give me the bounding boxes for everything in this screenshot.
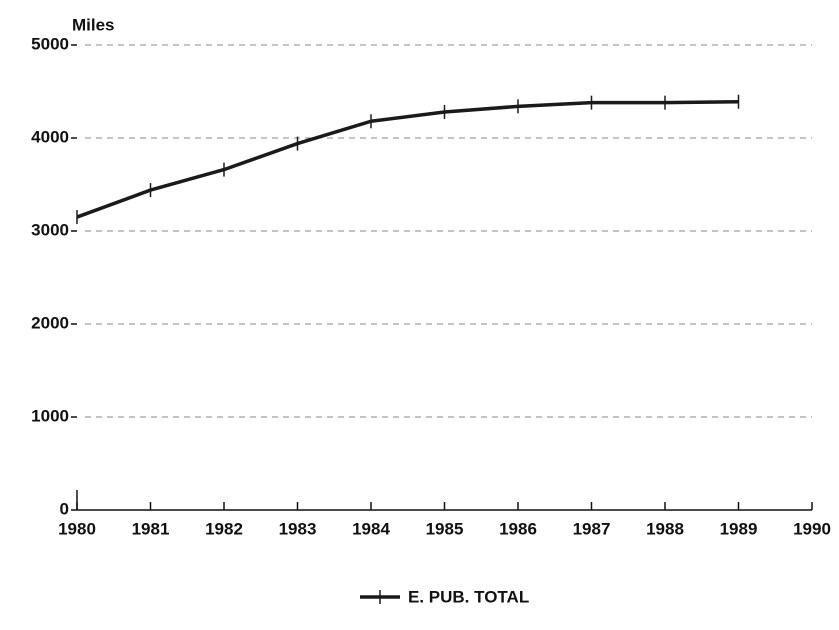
- data-line: [76, 99, 739, 219]
- legend-label: E. PUB. TOTAL: [408, 587, 529, 606]
- x-tick-label: 1980: [58, 519, 96, 538]
- x-tick-label: 1981: [132, 519, 170, 538]
- x-tick-label: 1982: [205, 519, 243, 538]
- x-tick-label: 1990: [793, 519, 831, 538]
- x-tick-label: 1986: [499, 519, 537, 538]
- y-tick-label: 2000: [31, 313, 69, 332]
- y-tick-label: 5000: [31, 34, 69, 53]
- y-tick-label: 0: [60, 499, 69, 518]
- x-tick-label: 1985: [426, 519, 464, 538]
- y-tick-label: 4000: [31, 127, 69, 146]
- x-tick-label: 1983: [279, 519, 317, 538]
- x-tick-label: 1988: [646, 519, 684, 538]
- x-tick-label: 1989: [720, 519, 758, 538]
- x-tick-label: 1987: [573, 519, 611, 538]
- y-axis-label: Miles: [72, 15, 115, 34]
- y-tick-label: 3000: [31, 220, 69, 239]
- x-tick-label: 1984: [352, 519, 390, 538]
- y-tick-label: 1000: [31, 406, 69, 425]
